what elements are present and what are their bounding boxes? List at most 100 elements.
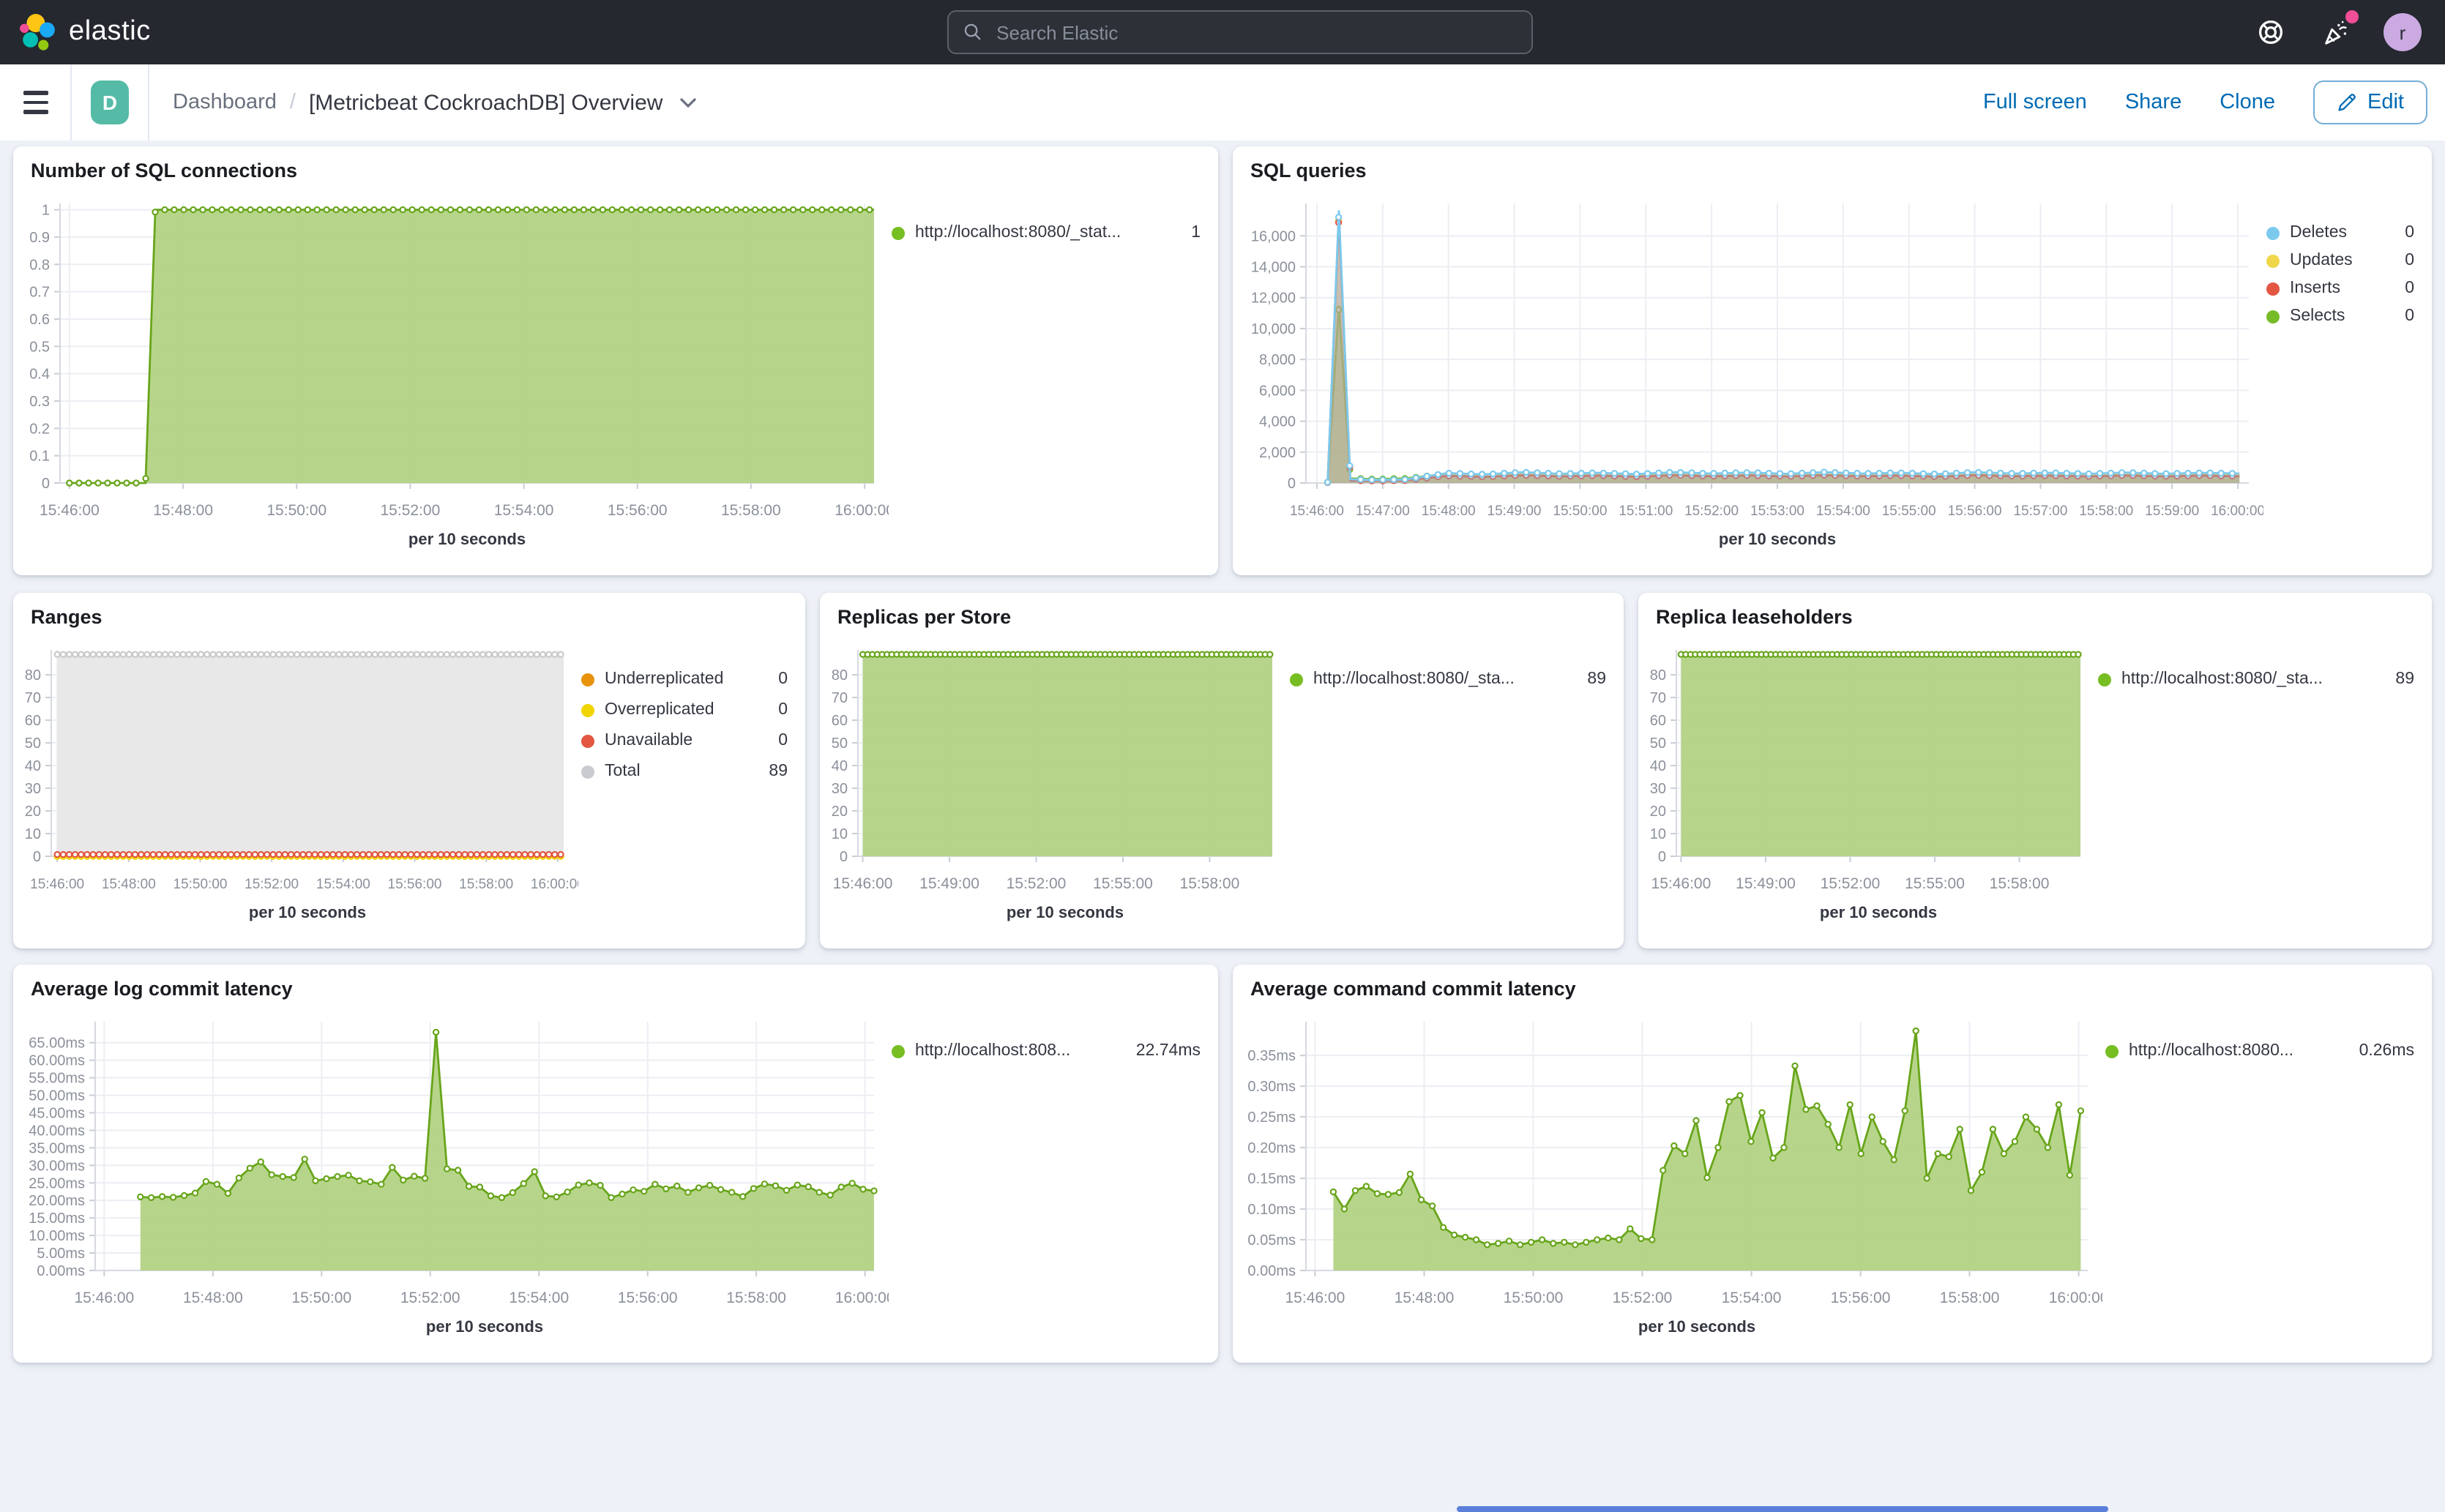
chart-canvas[interactable]: 15:46:00 15:49:00 15:52:00 15:55:00 15:58:00… (1638, 632, 2095, 941)
svg-text:15:58:00: 15:58:00 (1990, 875, 2050, 892)
space-badge[interactable]: D (91, 81, 129, 124)
panel-number-of-sql-connections: Number of SQL connections 15:46:00 15:48:… (13, 146, 1218, 575)
search-input[interactable] (993, 20, 1516, 45)
svg-text:10: 10 (1650, 826, 1666, 842)
chart-canvas[interactable]: 15:46:00 15:48:00 15:50:00 15:52:00 15:54:00… (1233, 1004, 2102, 1355)
svg-text:80: 80 (25, 667, 41, 684)
share-button[interactable]: Share (2124, 91, 2182, 114)
legend-value: 89 (2395, 670, 2414, 688)
chart-canvas[interactable]: 15:46:00 15:48:00 15:50:00 15:52:00 15:54:00… (13, 186, 889, 568)
breadcrumb-dashboard[interactable]: Dashboard (173, 91, 277, 114)
legend-item[interactable]: http://localhost:8080/_stat... 1 (892, 224, 1201, 242)
chart-legend: http://localhost:8080/_sta... 89 (1287, 632, 1624, 941)
svg-text:per 10 seconds: per 10 seconds (1638, 1317, 1755, 1336)
panel-title[interactable]: Average command commit latency (1250, 978, 1576, 1000)
svg-text:40.00ms: 40.00ms (29, 1123, 85, 1139)
legend-item[interactable]: http://localhost:8080... 0.26ms (2105, 1042, 2414, 1060)
chart-plot-area[interactable]: 15:46:00 15:48:00 15:50:00 15:52:00 15:54:00… (1233, 1004, 2102, 1355)
svg-text:50: 50 (832, 736, 848, 752)
chart-canvas[interactable]: 15:46:00 15:47:00 15:48:00 15:49:00 15:50:00… (1233, 186, 2263, 568)
svg-text:15:49:00: 15:49:00 (919, 875, 979, 892)
chart-canvas[interactable]: 15:46:00 15:48:00 15:50:00 15:52:00 15:54:00… (13, 1004, 889, 1355)
svg-text:15:48:00: 15:48:00 (153, 502, 213, 519)
legend-item[interactable]: Selects 0 (2266, 307, 2414, 325)
svg-text:25.00ms: 25.00ms (29, 1175, 85, 1191)
svg-text:12,000: 12,000 (1251, 291, 1296, 307)
chart-plot-area[interactable]: 15:46:00 15:48:00 15:50:00 15:52:00 15:54:00… (13, 632, 578, 941)
svg-text:70: 70 (25, 690, 41, 706)
legend-swatch-icon (581, 734, 594, 747)
svg-text:0.25ms: 0.25ms (1247, 1109, 1296, 1126)
svg-text:15:46:00: 15:46:00 (833, 875, 893, 892)
svg-text:16:00:00: 16:00:00 (835, 1290, 889, 1306)
chart-plot-area[interactable]: 15:46:00 15:49:00 15:52:00 15:55:00 15:58:00… (1638, 632, 2095, 941)
legend-item[interactable]: http://localhost:8080/_sta... 89 (1290, 670, 1606, 688)
chart-canvas[interactable]: 15:46:00 15:48:00 15:50:00 15:52:00 15:54:00… (13, 632, 578, 941)
svg-text:14,000: 14,000 (1251, 260, 1296, 276)
chart-plot-area[interactable]: 15:46:00 15:48:00 15:50:00 15:52:00 15:54:00… (13, 186, 889, 568)
legend-item[interactable]: http://localhost:808... 22.74ms (892, 1042, 1201, 1060)
legend-item[interactable]: Unavailable 0 (581, 732, 788, 749)
svg-text:40: 40 (1650, 758, 1666, 774)
svg-text:15:58:00: 15:58:00 (459, 877, 513, 892)
legend-label: http://localhost:808... (915, 1042, 1071, 1060)
title-menu-button[interactable] (679, 97, 696, 108)
svg-text:per 10 seconds: per 10 seconds (249, 903, 366, 921)
help-button[interactable] (2255, 16, 2287, 48)
legend-item[interactable]: Inserts 0 (2266, 280, 2414, 297)
clone-button[interactable]: Clone (2220, 91, 2275, 114)
svg-text:0: 0 (42, 476, 50, 492)
space-selector: D (70, 64, 149, 141)
chevron-down-icon (679, 97, 696, 108)
panel-title[interactable]: Ranges (31, 606, 102, 628)
user-avatar[interactable]: r (2384, 13, 2422, 51)
svg-text:15:46:00: 15:46:00 (1285, 1290, 1345, 1306)
legend-label: Underreplicated (605, 670, 724, 688)
elastic-logo[interactable]: elastic (0, 12, 283, 52)
svg-text:15:46:00: 15:46:00 (30, 877, 84, 892)
horizontal-scrollbar-thumb[interactable] (1457, 1506, 2108, 1512)
panel-title[interactable]: SQL queries (1250, 160, 1367, 181)
search-box[interactable] (947, 10, 1532, 54)
legend-item[interactable]: Total 89 (581, 763, 788, 780)
panel-title[interactable]: Average log commit latency (31, 978, 293, 1000)
legend-item[interactable]: http://localhost:8080/_sta... 89 (2098, 670, 2414, 688)
svg-text:0.1: 0.1 (29, 449, 50, 465)
legend-item[interactable]: Updates 0 (2266, 252, 2414, 269)
svg-text:0.00ms: 0.00ms (1247, 1263, 1296, 1279)
svg-text:35.00ms: 35.00ms (29, 1140, 85, 1156)
panel-sql-queries: SQL queries 15:46:00 15:47:00 15:48:00 15:4… (1233, 146, 2432, 575)
full-screen-button[interactable]: Full screen (1982, 91, 2087, 114)
legend-swatch-icon (1290, 673, 1303, 686)
legend-value: 0 (778, 701, 788, 719)
svg-text:15:48:00: 15:48:00 (102, 877, 156, 892)
legend-label: Overreplicated (605, 701, 714, 719)
panel-title[interactable]: Replicas per Store (837, 606, 1012, 628)
panel-replicas-per-store: Replicas per Store 15:46:00 15:49:00 15:52… (820, 593, 1624, 948)
panel-title[interactable]: Replica leaseholders (1656, 606, 1853, 628)
panel-title[interactable]: Number of SQL connections (31, 160, 298, 181)
legend-item[interactable]: Overreplicated 0 (581, 701, 788, 719)
edit-button[interactable]: Edit (2313, 81, 2427, 124)
chart-plot-area[interactable]: 15:46:00 15:47:00 15:48:00 15:49:00 15:50:00… (1233, 186, 2263, 568)
news-button[interactable] (2319, 10, 2359, 48)
svg-text:0.4: 0.4 (29, 367, 50, 383)
menu-button[interactable] (0, 64, 70, 141)
chart-legend: Deletes 0 Updates 0 Inserts 0 Selects 0 (2263, 186, 2432, 568)
svg-text:15:48:00: 15:48:00 (1395, 1290, 1455, 1306)
legend-label: Total (605, 763, 641, 780)
svg-text:20: 20 (1650, 804, 1666, 820)
svg-text:15:52:00: 15:52:00 (1821, 875, 1881, 892)
chart-canvas[interactable]: 15:46:00 15:49:00 15:52:00 15:55:00 15:58:00… (820, 632, 1287, 941)
legend-label: Deletes (2290, 224, 2347, 242)
svg-text:80: 80 (832, 667, 848, 684)
chart-plot-area[interactable]: 15:46:00 15:48:00 15:50:00 15:52:00 15:54:00… (13, 1004, 889, 1355)
legend-item[interactable]: Underreplicated 0 (581, 670, 788, 688)
chart-plot-area[interactable]: 15:46:00 15:49:00 15:52:00 15:55:00 15:58:00… (820, 632, 1287, 941)
legend-item[interactable]: Deletes 0 (2266, 224, 2414, 242)
svg-text:15:46:00: 15:46:00 (40, 502, 100, 519)
legend-swatch-icon (581, 703, 594, 716)
help-icon (2259, 20, 2282, 44)
svg-text:70: 70 (1650, 690, 1666, 706)
svg-text:10: 10 (25, 826, 41, 842)
